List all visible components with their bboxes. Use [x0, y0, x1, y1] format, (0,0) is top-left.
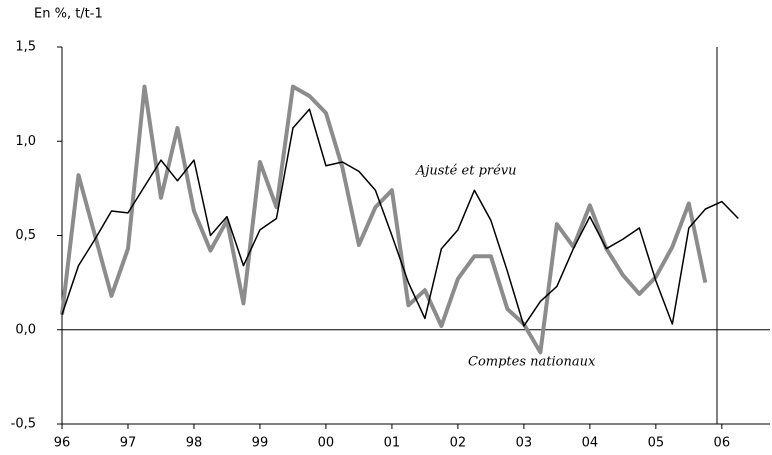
y-tick-label: -0,5: [11, 417, 36, 432]
series-line: [61, 108, 739, 327]
x-tick-label: 99: [252, 436, 269, 451]
x-tick-label: 04: [582, 436, 599, 451]
series-annotation: Comptes nationaux: [468, 355, 596, 370]
x-tick-label: 98: [186, 436, 203, 451]
series-line: [60, 84, 708, 355]
x-tick-label: 97: [120, 436, 137, 451]
y-tick-label: 0,5: [15, 228, 36, 243]
x-tick-label: 02: [450, 436, 467, 451]
y-tick-label: 1,0: [15, 134, 36, 149]
y-tick-label: 0,0: [15, 322, 36, 337]
series-annotation: Ajusté et prévu: [415, 164, 517, 179]
x-tick-label: 06: [714, 436, 731, 451]
x-tick-label: 01: [384, 436, 401, 451]
x-tick-label: 00: [318, 436, 335, 451]
y-tick-label: 1,5: [15, 40, 36, 55]
y-axis-label: En %, t/t-1: [34, 7, 103, 22]
x-tick-label: 96: [54, 436, 71, 451]
x-tick-label: 05: [648, 436, 665, 451]
x-tick-label: 03: [516, 436, 533, 451]
